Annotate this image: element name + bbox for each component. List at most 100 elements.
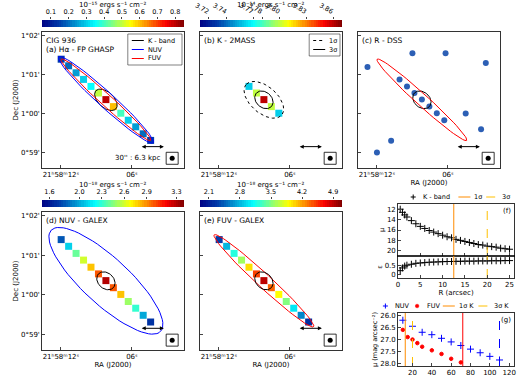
svg-text:28.0: 28.0 [380,360,396,368]
svg-text:3σ K: 3σ K [494,302,509,310]
svg-text:3.83: 3.83 [291,2,308,16]
svg-text:1°01': 1°01' [21,252,40,260]
svg-text:27.0: 27.0 [380,336,396,344]
svg-text:5: 5 [418,281,422,289]
svg-text:3.80: 3.80 [265,2,282,16]
svg-text:20: 20 [387,247,396,255]
svg-text:1°02': 1°02' [21,32,40,40]
svg-text:0.6: 0.6 [134,8,144,16]
svg-text:(f): (f) [503,207,511,215]
svg-text:16: 16 [387,226,396,234]
svg-text:1°00': 1°00' [21,110,40,118]
svg-text:26.5: 26.5 [380,324,396,332]
svg-text:15: 15 [460,281,469,289]
svg-text:2.3: 2.3 [97,188,107,196]
svg-text:(d) NUV - GALEX: (d) NUV - GALEX [46,216,108,225]
svg-text:3.86: 3.86 [318,2,335,16]
svg-text:1σ: 1σ [329,37,337,45]
svg-text:1°01': 1°01' [21,71,40,79]
svg-text:1.6: 1.6 [44,188,54,196]
svg-text:CIG 936: CIG 936 [46,36,76,45]
svg-text:0.5: 0.5 [117,8,127,16]
svg-text:NUV: NUV [395,302,410,310]
svg-text:2.6: 2.6 [119,188,129,196]
svg-text:21ʰ58ᵐ12ˢ: 21ʰ58ᵐ12ˢ [43,353,80,361]
svg-text:Dec (J2000): Dec (J2000) [12,79,20,120]
svg-text:RA (J2000): RA (J2000) [411,179,448,187]
svg-text:(c) R - DSS: (c) R - DSS [362,36,403,45]
svg-text:NUV: NUV [148,46,163,54]
svg-text:18: 18 [387,237,396,245]
svg-text:10⁻¹⁸ ergs s⁻¹ cm⁻²: 10⁻¹⁸ ergs s⁻¹ cm⁻² [237,181,305,189]
svg-text:Dec (J2000): Dec (J2000) [12,260,20,301]
svg-text:20: 20 [483,281,492,289]
svg-text:2.0: 2.0 [74,188,84,196]
svg-text:3.74: 3.74 [211,2,228,16]
svg-text:30'' : 6.3 kpc: 30'' : 6.3 kpc [115,154,160,162]
svg-text:(e) FUV - GALEX: (e) FUV - GALEX [204,216,264,225]
svg-text:K - band: K - band [148,37,175,45]
svg-text:(g): (g) [501,316,511,324]
svg-text:3σ: 3σ [502,193,510,201]
svg-text:10: 10 [438,281,447,289]
svg-text:06ˢ: 06ˢ [126,353,138,361]
svg-text:0.1: 0.1 [46,8,56,16]
svg-text:60: 60 [447,369,456,377]
svg-text:20: 20 [408,369,417,377]
svg-text:12: 12 [387,206,396,214]
svg-text:21ʰ58ᵐ12ˢ: 21ʰ58ᵐ12ˢ [201,353,238,361]
svg-text:0°59': 0°59' [21,149,40,157]
svg-text:06ˢ: 06ˢ [126,171,138,179]
svg-text:0.4: 0.4 [99,8,109,16]
svg-text:10⁻¹⁸ ergs s⁻¹ cm⁻²: 10⁻¹⁸ ergs s⁻¹ cm⁻² [79,181,147,189]
svg-text:06ˢ: 06ˢ [284,353,296,361]
svg-text:1σ K: 1σ K [459,302,474,310]
svg-text:3.78: 3.78 [247,2,264,16]
svg-text:0°59': 0°59' [21,331,40,339]
svg-text:0.7: 0.7 [152,8,162,16]
svg-text:25: 25 [505,281,514,289]
svg-text:0: 0 [391,271,395,279]
svg-text:0.2: 0.2 [63,8,73,16]
svg-text:80: 80 [466,369,475,377]
svg-text:μ (mag arcsec⁻²): μ (mag arcsec⁻²) [371,312,379,367]
svg-text:06ˢ: 06ˢ [442,171,454,179]
svg-text:K - band: K - band [423,193,450,201]
svg-text:21ʰ58ᵐ12ˢ: 21ʰ58ᵐ12ˢ [43,171,80,179]
svg-text:3.3: 3.3 [171,188,181,196]
svg-text:14: 14 [387,216,396,224]
svg-text:FUV: FUV [427,302,440,310]
svg-text:10⁻¹⁵ ergs s⁻¹ cm⁻²: 10⁻¹⁵ ergs s⁻¹ cm⁻² [79,1,147,9]
svg-text:26.0: 26.0 [380,312,396,320]
svg-text:10⁻¹⁴ ergs s⁻¹ cm⁻²: 10⁻¹⁴ ergs s⁻¹ cm⁻² [237,1,305,9]
svg-text:100: 100 [483,369,496,377]
svg-text:(a) Hα - FP GHASP: (a) Hα - FP GHASP [46,45,114,54]
svg-text:0: 0 [396,281,400,289]
svg-text:0.3: 0.3 [81,8,91,16]
svg-text:2.1: 2.1 [204,188,214,196]
svg-text:3.5: 3.5 [266,188,276,196]
svg-text:3.77: 3.77 [238,2,255,16]
svg-text:40: 40 [427,369,436,377]
svg-text:06ˢ: 06ˢ [284,171,296,179]
svg-text:R (arcsec): R (arcsec) [438,289,473,297]
svg-text:3.72: 3.72 [194,2,211,16]
svg-text:4.2: 4.2 [297,188,307,196]
svg-text:0.5: 0.5 [385,262,396,270]
svg-text:27.5: 27.5 [380,348,396,356]
svg-text:120: 120 [502,369,515,377]
svg-text:μ: μ [378,228,386,232]
svg-text:4.9: 4.9 [328,188,338,196]
svg-text:2.8: 2.8 [235,188,245,196]
svg-text:1°02': 1°02' [21,212,40,220]
svg-text:(b) K - 2MASS: (b) K - 2MASS [204,36,256,45]
svg-text:ε: ε [376,265,384,269]
svg-text:1σ: 1σ [474,193,482,201]
svg-text:RA (J2000): RA (J2000) [253,361,290,369]
svg-text:FUV: FUV [148,54,161,62]
svg-text:3σ: 3σ [329,46,337,54]
svg-text:0.8: 0.8 [170,8,180,16]
svg-text:1°00': 1°00' [21,291,40,299]
svg-text:21ʰ58ᵐ12ˢ: 21ʰ58ᵐ12ˢ [359,171,396,179]
svg-text:2.9: 2.9 [141,188,151,196]
